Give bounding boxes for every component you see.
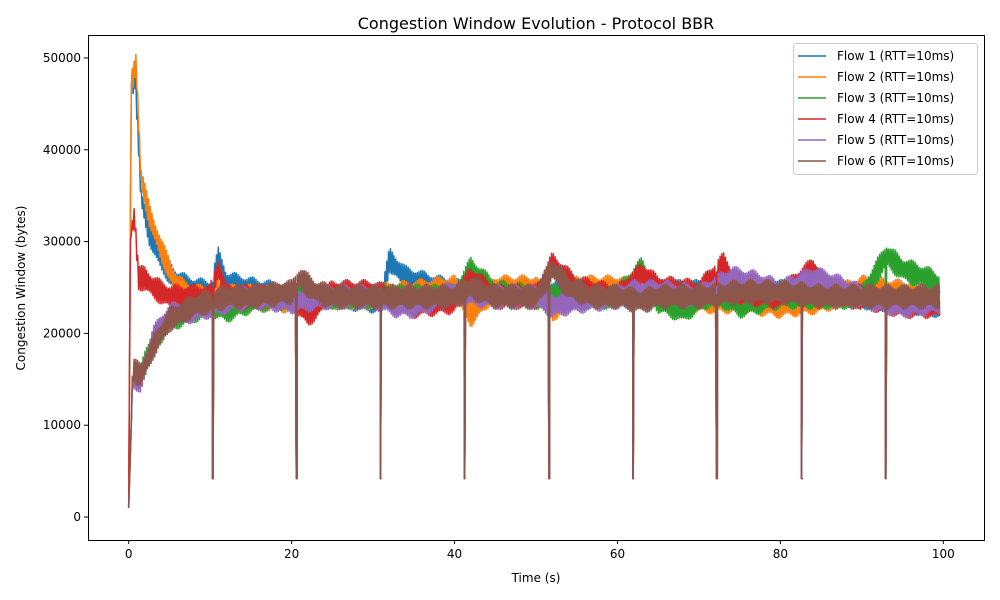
y-tick-label: 10000 [43, 418, 81, 432]
plot-area-frame [88, 35, 985, 541]
legend-label-flow-6: Flow 6 (RTT=10ms) [837, 154, 954, 168]
x-tick-label: 60 [610, 547, 625, 561]
series-line-flow-6 [127, 260, 941, 508]
x-tick-label: 80 [773, 547, 788, 561]
chart-title: Congestion Window Evolution - Protocol B… [358, 14, 715, 33]
legend: Flow 1 (RTT=10ms) Flow 2 (RTT=10ms) Flow 3… [793, 43, 978, 175]
y-tick-label: 0 [73, 510, 81, 524]
y-tick-label: 30000 [43, 235, 81, 249]
y-tick-label: 50000 [43, 51, 81, 65]
legend-label-flow-5: Flow 5 (RTT=10ms) [837, 133, 954, 147]
legend-label-flow-4: Flow 4 (RTT=10ms) [837, 112, 954, 126]
series-line-flow-4 [127, 207, 941, 508]
x-axis-title: Time (s) [511, 571, 561, 585]
legend-frame [793, 43, 978, 175]
y-tick-label: 40000 [43, 143, 81, 157]
y-tick-label: 20000 [43, 326, 81, 340]
y-axis-ticks: 0 10000 20000 30000 40000 50000 [43, 51, 88, 524]
legend-label-flow-3: Flow 3 (RTT=10ms) [837, 91, 954, 105]
x-axis-ticks: 0 20 40 60 80 100 [125, 540, 955, 561]
x-tick-label: 100 [932, 547, 955, 561]
x-tick-label: 0 [125, 547, 133, 561]
plot-lines [127, 53, 941, 508]
legend-label-flow-2: Flow 2 (RTT=10ms) [837, 70, 954, 84]
x-tick-label: 20 [284, 547, 299, 561]
legend-label-flow-1: Flow 1 (RTT=10ms) [837, 49, 954, 63]
x-tick-label: 40 [447, 547, 462, 561]
y-axis-title: Congestion Window (bytes) [14, 206, 28, 371]
